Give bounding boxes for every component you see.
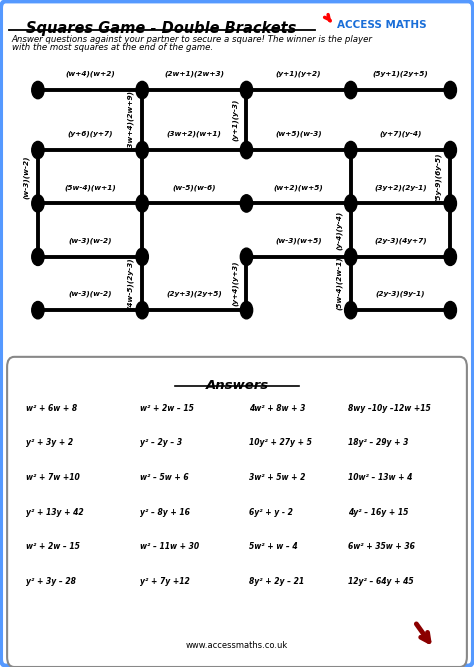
Text: (y+1)(y+2): (y+1)(y+2)	[276, 71, 321, 77]
Circle shape	[32, 81, 44, 99]
Circle shape	[345, 301, 357, 319]
Text: 10y² + 27y + 5: 10y² + 27y + 5	[249, 438, 312, 447]
Circle shape	[345, 195, 357, 212]
Text: 6y² + y - 2: 6y² + y - 2	[249, 508, 293, 516]
Text: Squares Game - Double Brackets: Squares Game - Double Brackets	[26, 21, 296, 36]
Text: 18y² – 29y + 3: 18y² – 29y + 3	[348, 438, 409, 447]
Text: (w-3)(w-2): (w-3)(w-2)	[23, 155, 29, 199]
Circle shape	[136, 195, 148, 212]
Text: y² + 13y + 42: y² + 13y + 42	[26, 508, 84, 516]
Circle shape	[240, 248, 253, 265]
Text: 12y² – 64y + 45: 12y² – 64y + 45	[348, 577, 414, 586]
Text: 8y² + 2y – 21: 8y² + 2y – 21	[249, 577, 304, 586]
Circle shape	[32, 301, 44, 319]
Text: y² + 3y – 28: y² + 3y – 28	[26, 577, 76, 586]
Text: (y+7)(y-4): (y+7)(y-4)	[379, 131, 422, 137]
Text: (w-3)(w+5): (w-3)(w+5)	[275, 237, 322, 244]
Circle shape	[32, 141, 44, 159]
Circle shape	[32, 195, 44, 212]
Circle shape	[345, 141, 357, 159]
Text: (y+6)(y+7): (y+6)(y+7)	[67, 131, 113, 137]
Text: (2w+1)(2w+3): (2w+1)(2w+3)	[164, 71, 224, 77]
Text: w² + 2w – 15: w² + 2w – 15	[26, 542, 80, 551]
Text: Answers: Answers	[205, 379, 269, 392]
Text: (2y-3)(9y-1): (2y-3)(9y-1)	[376, 291, 425, 297]
Circle shape	[240, 301, 253, 319]
Text: (3w+4)(2w+9): (3w+4)(2w+9)	[127, 90, 134, 150]
Text: (5w-4)(w+1): (5w-4)(w+1)	[64, 184, 116, 191]
Circle shape	[240, 195, 253, 212]
Text: (2y+3)(2y+5): (2y+3)(2y+5)	[166, 291, 222, 297]
Text: (w-3)(w-2): (w-3)(w-2)	[68, 237, 112, 244]
Circle shape	[444, 301, 456, 319]
Text: (4w-5)(2y-3): (4w-5)(2y-3)	[127, 257, 134, 309]
Text: y² – 8y + 16: y² – 8y + 16	[140, 508, 190, 516]
Text: y² – 2y – 3: y² – 2y – 3	[140, 438, 182, 447]
Text: (5y-9)(6y-5): (5y-9)(6y-5)	[435, 152, 442, 201]
Text: y² + 7y +12: y² + 7y +12	[140, 577, 190, 586]
Circle shape	[136, 248, 148, 265]
Circle shape	[240, 81, 253, 99]
Text: 10w² – 13w + 4: 10w² – 13w + 4	[348, 473, 413, 482]
Text: 3w² + 5w + 2: 3w² + 5w + 2	[249, 473, 305, 482]
Text: (w+2)(w+5): (w+2)(w+5)	[274, 184, 323, 191]
Circle shape	[444, 81, 456, 99]
Text: (y+4)(y+3): (y+4)(y+3)	[231, 261, 238, 306]
Text: 8wy –10y –12w +15: 8wy –10y –12w +15	[348, 404, 431, 412]
Text: ACCESS MATHS: ACCESS MATHS	[337, 20, 426, 30]
Circle shape	[345, 248, 357, 265]
Text: Answer questions against your partner to secure a square! The winner is the play: Answer questions against your partner to…	[12, 35, 373, 43]
Text: 6w² + 35w + 36: 6w² + 35w + 36	[348, 542, 415, 551]
Text: w² + 2w – 15: w² + 2w – 15	[140, 404, 194, 412]
FancyArrowPatch shape	[416, 624, 429, 642]
Circle shape	[136, 141, 148, 159]
Text: (w+5)(w-3): (w+5)(w-3)	[275, 131, 322, 137]
Text: (y-4)(y-4): (y-4)(y-4)	[336, 211, 342, 249]
Text: 4w² + 8w + 3: 4w² + 8w + 3	[249, 404, 305, 412]
Circle shape	[444, 195, 456, 212]
Circle shape	[345, 81, 357, 99]
Text: (5y+1)(2y+5): (5y+1)(2y+5)	[373, 71, 428, 77]
Circle shape	[444, 141, 456, 159]
Text: w² – 5w + 6: w² – 5w + 6	[140, 473, 189, 482]
Text: 5w² + w – 4: 5w² + w – 4	[249, 542, 298, 551]
Circle shape	[136, 301, 148, 319]
Text: w² – 11w + 30: w² – 11w + 30	[140, 542, 199, 551]
Text: w² + 6w + 8: w² + 6w + 8	[26, 404, 77, 412]
Circle shape	[444, 248, 456, 265]
Circle shape	[240, 141, 253, 159]
Text: (3y+2)(2y-1): (3y+2)(2y-1)	[374, 184, 427, 191]
Text: y² + 3y + 2: y² + 3y + 2	[26, 438, 73, 447]
Text: (3w+2)(w+1): (3w+2)(w+1)	[167, 131, 222, 137]
Text: w² + 7w +10: w² + 7w +10	[26, 473, 80, 482]
Text: (5w-4)(2w-1): (5w-4)(2w-1)	[336, 257, 342, 310]
Text: (y+1)(y-3): (y+1)(y-3)	[231, 99, 238, 141]
Text: (2y-3)(4y+7): (2y-3)(4y+7)	[374, 237, 427, 244]
Text: (w-5)(w-6): (w-5)(w-6)	[173, 184, 216, 191]
Text: (w-3)(w-2): (w-3)(w-2)	[68, 291, 112, 297]
Circle shape	[136, 81, 148, 99]
Text: www.accessmaths.co.uk: www.accessmaths.co.uk	[186, 641, 288, 650]
Text: with the most squares at the end of the game.: with the most squares at the end of the …	[12, 43, 213, 52]
Circle shape	[32, 248, 44, 265]
FancyBboxPatch shape	[7, 357, 467, 667]
Text: 4y² – 16y + 15: 4y² – 16y + 15	[348, 508, 409, 516]
Text: (w+4)(w+2): (w+4)(w+2)	[65, 71, 115, 77]
